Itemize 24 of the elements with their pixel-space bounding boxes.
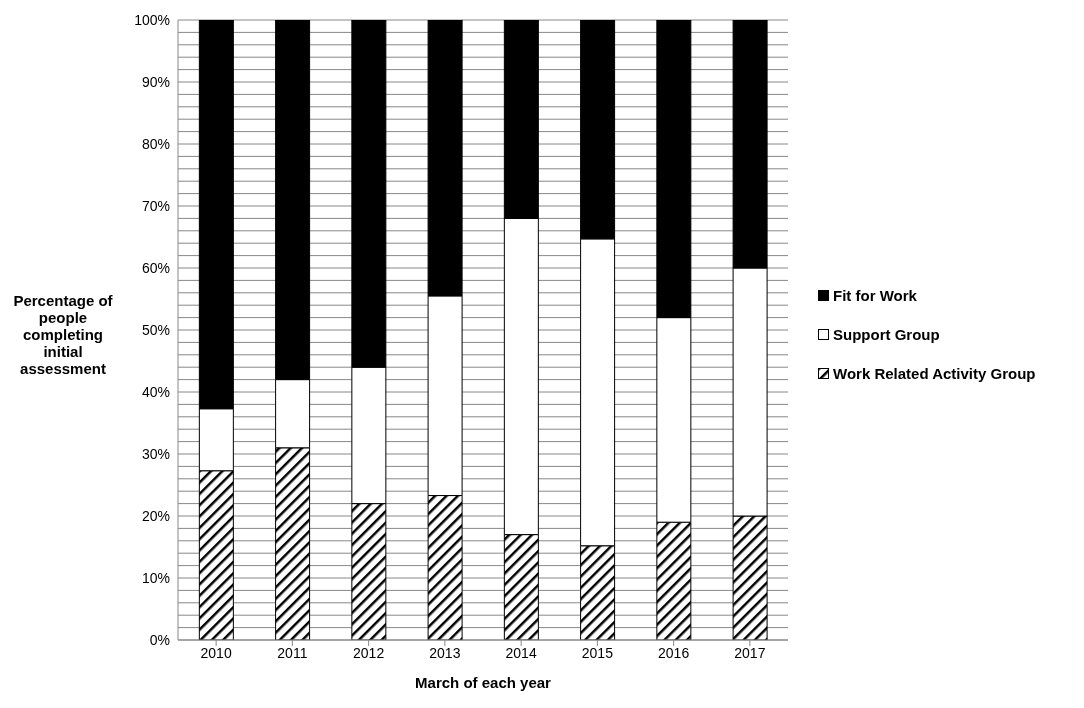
y-tick-label: 80%: [141, 135, 170, 152]
x-tick-label: 2014: [505, 644, 537, 661]
x-tick-label: 2012: [353, 644, 385, 661]
x-tick-label: 2015: [581, 644, 614, 661]
y-tick-label: 40%: [141, 383, 170, 400]
x-tick-label: 2010: [200, 644, 232, 661]
y-tick-label: 0%: [149, 631, 170, 648]
y-tick-label: 70%: [141, 197, 170, 214]
legend-label: Work Related Activity Group: [833, 364, 1036, 382]
y-tick-label: 60%: [141, 259, 170, 276]
y-tick-label: 50%: [141, 321, 170, 338]
x-tick-label: 2016: [658, 644, 690, 661]
x-axis-title: March of each year: [415, 674, 552, 691]
y-tick-label: 10%: [141, 569, 170, 586]
legend-label: Fit for Work: [833, 286, 917, 304]
y-tick-label: 90%: [141, 73, 170, 90]
y-tick-label: 30%: [141, 445, 170, 462]
y-tick-label: 20%: [141, 507, 170, 524]
x-tick-label: 2011: [277, 644, 308, 661]
y-tick-label: 100%: [134, 11, 170, 28]
legend-label: Support Group: [833, 325, 940, 343]
x-tick-label: 2017: [734, 644, 766, 661]
x-tick-label: 2013: [429, 644, 461, 661]
y-axis-title: Percentage of people completing initial assessment: [12, 291, 114, 377]
